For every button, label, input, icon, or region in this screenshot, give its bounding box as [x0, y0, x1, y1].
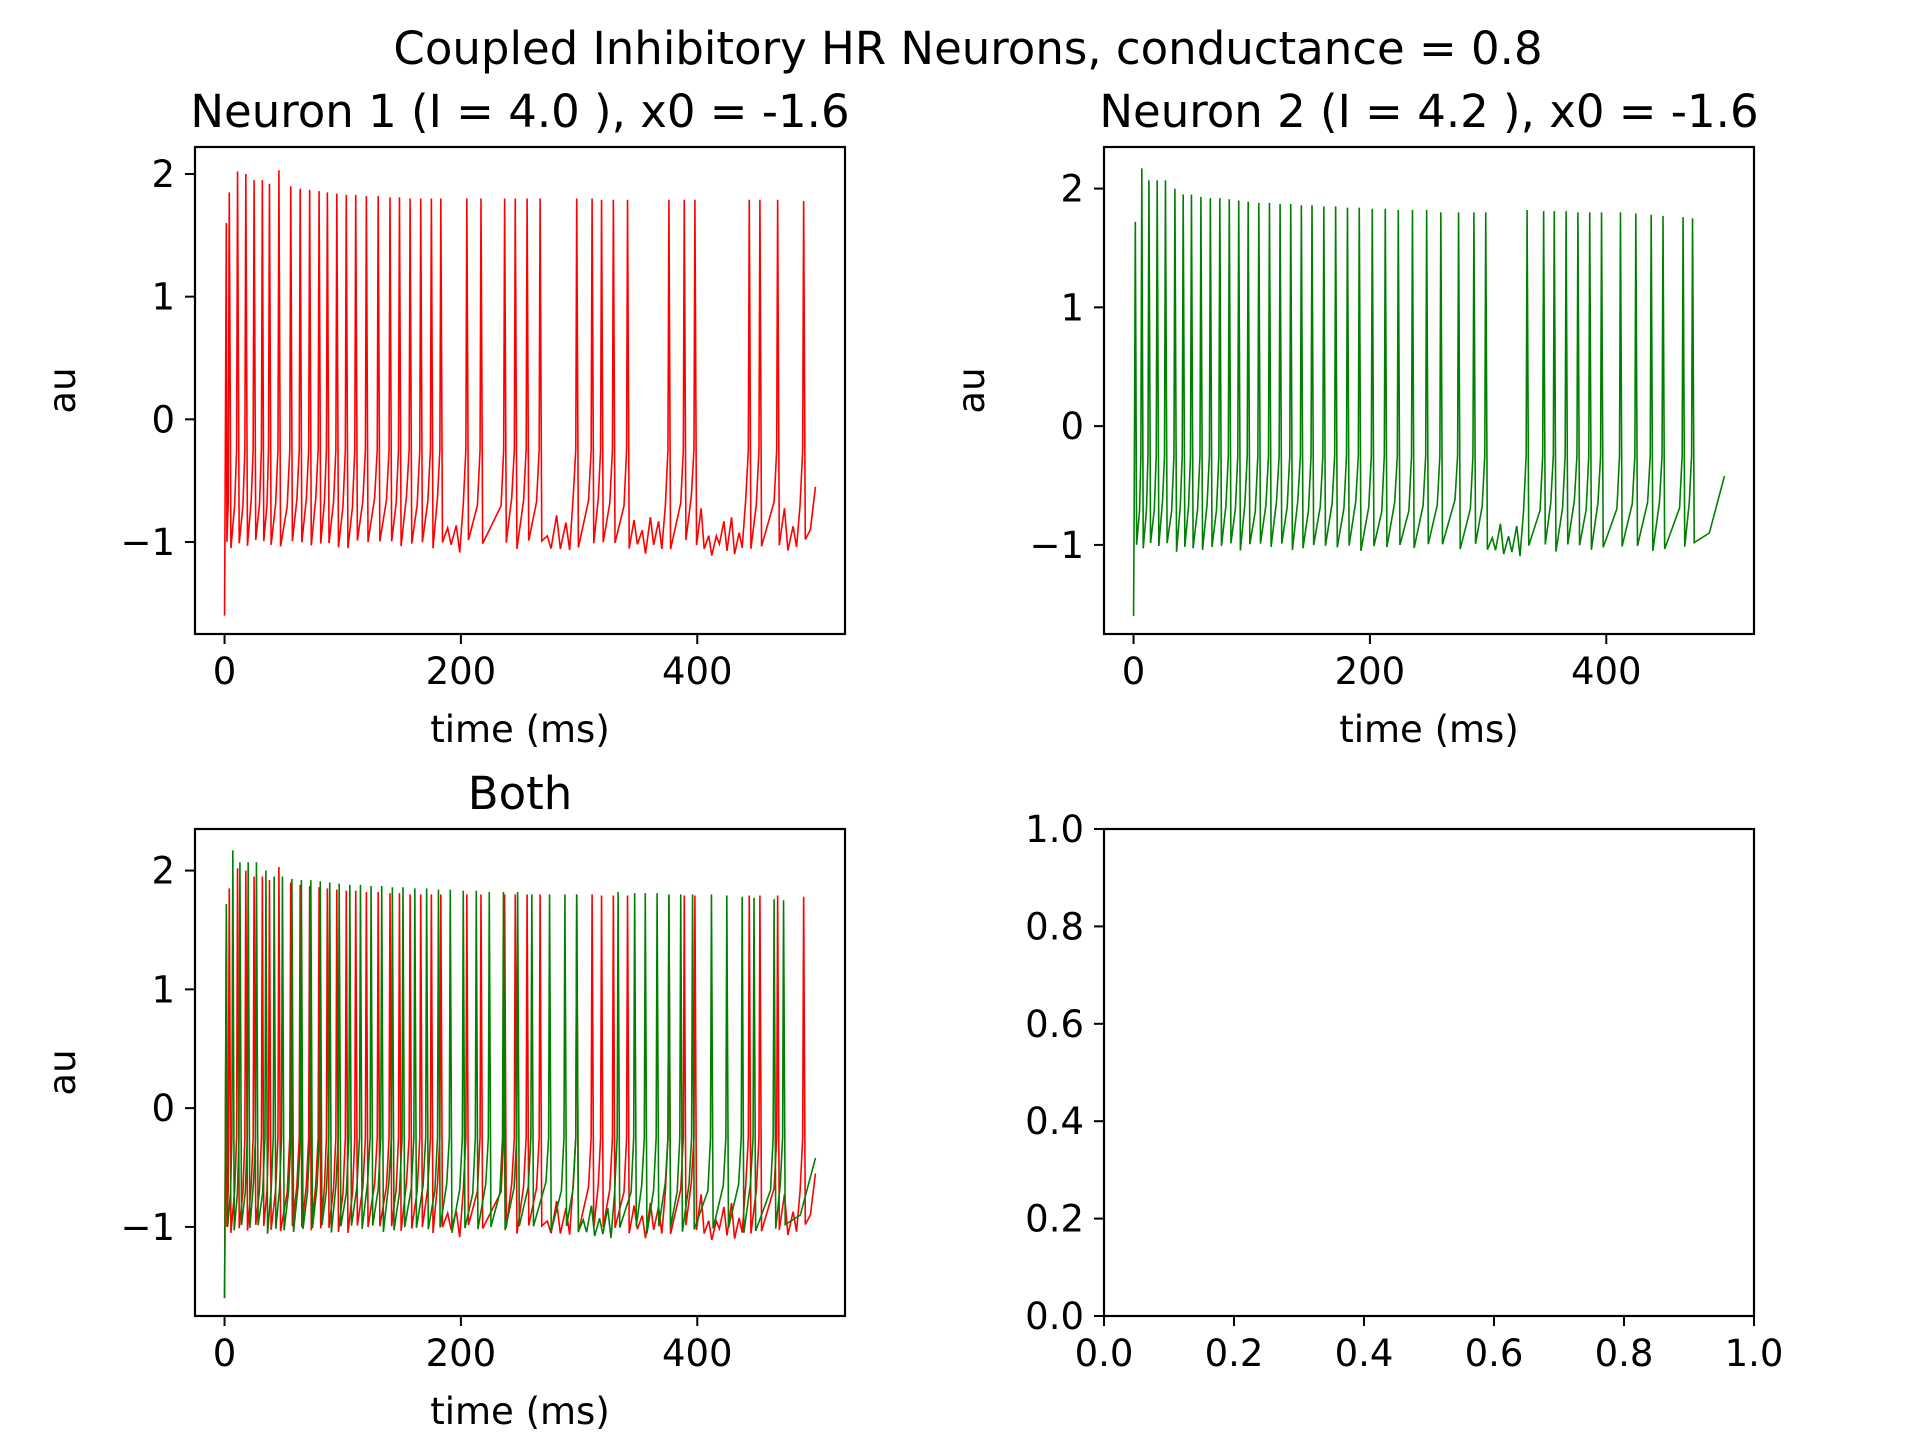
x-tick-label: 200	[1335, 650, 1406, 693]
subplot-title: Neuron 2 (I = 4.2 ), x0 = -1.6	[1099, 85, 1758, 138]
x-tick-label: 0	[213, 650, 237, 693]
subplot-empty: 0.0 0.2 0.4 0.6 0.8 1.0 0.0 0.2 0.4 0.6 0.8 1.0	[1025, 808, 1783, 1375]
axes-frame	[193, 145, 847, 636]
x-tick-label: 0.0	[1075, 1332, 1134, 1375]
subplot-title: Neuron 1 (I = 4.0 ), x0 = -1.6	[190, 85, 849, 138]
y-tick-label: 1	[151, 276, 175, 319]
x-tick-label: 0	[213, 1332, 237, 1375]
subplot-neuron1: Neuron 1 (I = 4.0 ), x0 = -1.6 0 200 400 −1 0…	[41, 85, 850, 751]
figure-suptitle: Coupled Inhibitory HR Neurons, conductan…	[393, 22, 1542, 75]
subplot-title: Both	[468, 767, 573, 820]
y-tick-label: 0	[151, 398, 175, 441]
y-tick-label: 0	[151, 1087, 175, 1130]
y-tick-label: 2	[1060, 168, 1084, 211]
series-line-neuron2	[1132, 168, 1726, 617]
y-tick-label: −1	[120, 1206, 175, 1249]
y-tick-label: −1	[120, 521, 175, 564]
y-tick-label: 0.8	[1025, 905, 1084, 948]
y-axis-label: au	[41, 1049, 84, 1095]
x-axis-label: time (ms)	[430, 708, 610, 751]
y-tick-label: −1	[1029, 524, 1084, 567]
x-tick-label: 1.0	[1725, 1332, 1784, 1375]
x-tick-label: 400	[662, 650, 733, 693]
x-tick-label: 400	[662, 1332, 733, 1375]
x-axis-label: time (ms)	[1339, 708, 1519, 751]
axes-frame	[1102, 145, 1756, 636]
y-tick-label: 0.2	[1025, 1198, 1084, 1241]
y-tick-label: 0	[1060, 405, 1084, 448]
x-axis-label: time (ms)	[430, 1390, 610, 1433]
series-line-neuron1	[223, 170, 817, 616]
subplot-neuron2: Neuron 2 (I = 4.2 ), x0 = -1.6 0 200 400 −1 0…	[950, 85, 1759, 751]
series-line-neuron2	[223, 850, 817, 1299]
x-tick-label: 400	[1571, 650, 1642, 693]
axes-layer: Neuron 1 (I = 4.0 ), x0 = -1.60 200 400−10…	[41, 85, 1783, 1433]
x-tick-label: 0.8	[1595, 1332, 1654, 1375]
y-tick-label: 1	[1060, 286, 1084, 329]
y-tick-label: 1.0	[1025, 808, 1084, 851]
series-line-neuron1	[223, 867, 817, 1299]
axes-frame	[193, 827, 847, 1318]
x-tick-label: 0	[1122, 650, 1146, 693]
axes-frame	[1102, 827, 1756, 1318]
x-tick-label: 0.4	[1335, 1332, 1394, 1375]
y-tick-label: 2	[151, 850, 175, 893]
y-tick-label: 0.4	[1025, 1100, 1084, 1143]
y-tick-label: 0.6	[1025, 1003, 1084, 1046]
x-tick-label: 200	[426, 1332, 497, 1375]
subplot-both: Both 0 200 400 −1 0 1 2 time (ms) au	[41, 767, 847, 1433]
y-axis-label: au	[950, 367, 993, 413]
y-axis-label: au	[41, 367, 84, 413]
y-tick-label: 2	[151, 153, 175, 196]
y-tick-label: 0.0	[1025, 1295, 1084, 1338]
x-tick-label: 200	[426, 650, 497, 693]
y-tick-label: 1	[151, 968, 175, 1011]
x-tick-label: 0.2	[1205, 1332, 1264, 1375]
x-tick-label: 0.6	[1465, 1332, 1524, 1375]
